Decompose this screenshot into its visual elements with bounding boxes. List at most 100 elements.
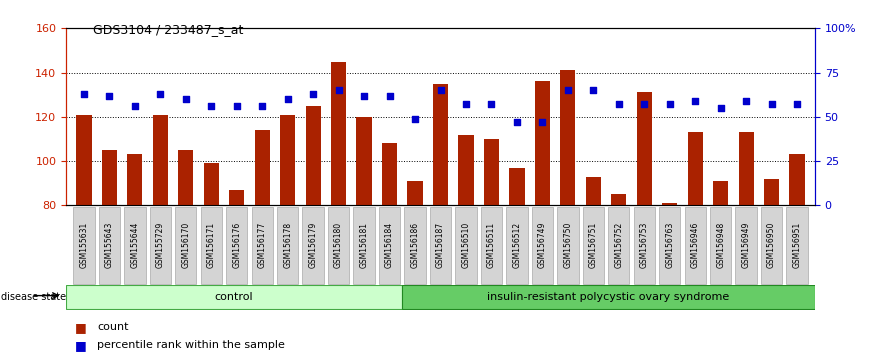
Text: GSM156176: GSM156176 [233,222,241,268]
Text: GSM156751: GSM156751 [589,222,598,268]
FancyBboxPatch shape [659,207,680,284]
Text: GSM156179: GSM156179 [308,222,318,268]
Point [459,102,473,107]
Point [536,119,550,125]
Point [485,102,499,107]
FancyBboxPatch shape [608,207,630,284]
FancyBboxPatch shape [404,207,426,284]
Point [637,102,651,107]
Text: GSM156178: GSM156178 [283,222,292,268]
Bar [382,143,397,205]
Text: GSM156510: GSM156510 [462,222,470,268]
Bar [687,132,703,205]
Bar [663,203,677,205]
Bar [509,168,524,205]
Text: control: control [215,292,253,302]
Point [357,93,371,98]
Point [586,87,600,93]
FancyBboxPatch shape [226,207,248,284]
Text: GSM156946: GSM156946 [691,222,700,268]
Text: GSM156511: GSM156511 [487,222,496,268]
FancyBboxPatch shape [402,285,815,309]
Bar [560,70,575,205]
Bar [204,163,218,205]
Point [306,91,320,97]
Point [433,87,448,93]
Point [153,91,167,97]
Text: GSM156170: GSM156170 [181,222,190,268]
Text: GSM156512: GSM156512 [513,222,522,268]
Bar [535,81,550,205]
FancyBboxPatch shape [507,207,528,284]
Bar [637,92,652,205]
Point [663,102,677,107]
Point [331,87,345,93]
Point [611,102,626,107]
Bar [611,194,626,205]
Bar [77,115,92,205]
Bar [229,190,244,205]
Text: GSM156749: GSM156749 [538,222,547,268]
Bar [484,139,499,205]
Point [510,119,524,125]
FancyBboxPatch shape [787,207,808,284]
Text: ■: ■ [75,321,86,334]
FancyBboxPatch shape [277,207,299,284]
FancyBboxPatch shape [736,207,757,284]
Bar [433,84,448,205]
Text: count: count [97,322,129,332]
Point [230,103,244,109]
Text: GSM156950: GSM156950 [767,222,776,268]
FancyBboxPatch shape [761,207,782,284]
FancyBboxPatch shape [353,207,374,284]
FancyBboxPatch shape [557,207,579,284]
Bar [101,150,117,205]
Bar [331,62,346,205]
Point [255,103,270,109]
Bar [178,150,194,205]
Point [382,93,396,98]
FancyBboxPatch shape [99,207,120,284]
FancyBboxPatch shape [633,207,655,284]
Text: GSM156763: GSM156763 [665,222,674,268]
FancyBboxPatch shape [532,207,553,284]
Text: GSM156187: GSM156187 [436,222,445,268]
FancyBboxPatch shape [710,207,731,284]
Point [765,102,779,107]
Text: GSM156180: GSM156180 [334,222,343,268]
Point [77,91,91,97]
Text: GSM156184: GSM156184 [385,222,394,268]
Text: GSM156750: GSM156750 [563,222,573,268]
Text: GSM156171: GSM156171 [207,222,216,268]
Bar [586,177,601,205]
FancyBboxPatch shape [582,207,604,284]
Bar [280,115,295,205]
FancyBboxPatch shape [124,207,145,284]
Bar [764,179,780,205]
Point [128,103,142,109]
Bar [152,115,168,205]
Bar [713,181,729,205]
Bar [789,154,804,205]
Text: GSM156948: GSM156948 [716,222,725,268]
Point [739,98,753,104]
Text: GSM155644: GSM155644 [130,222,139,268]
FancyBboxPatch shape [430,207,451,284]
Point [714,105,728,111]
Point [688,98,702,104]
Point [790,102,804,107]
Bar [407,181,423,205]
FancyBboxPatch shape [481,207,502,284]
FancyBboxPatch shape [201,207,222,284]
Point [102,93,116,98]
Text: GSM156949: GSM156949 [742,222,751,268]
Text: GSM156951: GSM156951 [793,222,802,268]
FancyBboxPatch shape [328,207,349,284]
Text: GSM156753: GSM156753 [640,222,648,268]
Text: GSM156181: GSM156181 [359,222,368,268]
Text: GSM155643: GSM155643 [105,222,114,268]
Text: GSM156177: GSM156177 [258,222,267,268]
Text: disease state: disease state [1,292,66,302]
FancyBboxPatch shape [455,207,477,284]
Bar [306,106,321,205]
